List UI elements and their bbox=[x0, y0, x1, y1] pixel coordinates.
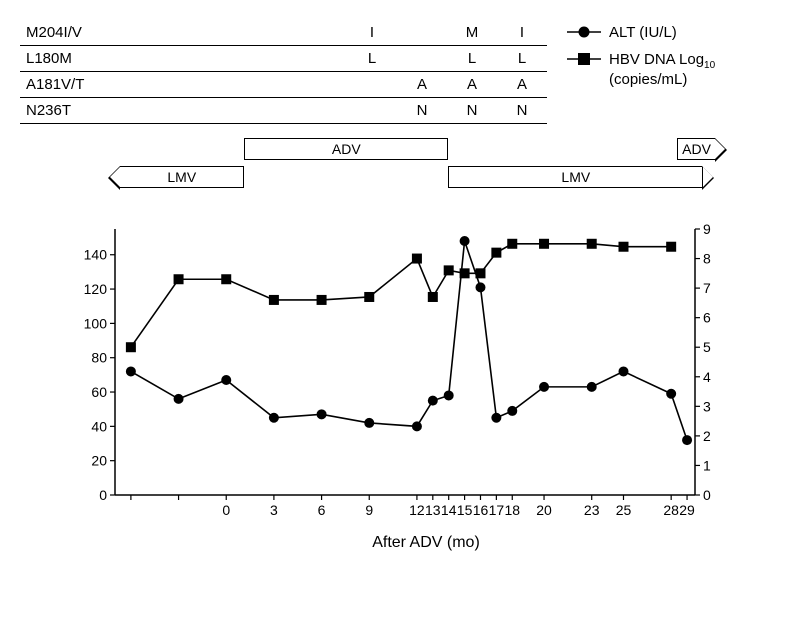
x-axis-label: After ADV (mo) bbox=[75, 534, 777, 552]
svg-text:100: 100 bbox=[84, 315, 108, 331]
svg-text:40: 40 bbox=[91, 418, 107, 434]
svg-text:23: 23 bbox=[584, 502, 600, 518]
mut-label: L180M bbox=[20, 46, 347, 72]
svg-text:25: 25 bbox=[616, 502, 632, 518]
svg-text:16: 16 bbox=[473, 502, 489, 518]
svg-text:6: 6 bbox=[703, 310, 711, 326]
svg-text:13: 13 bbox=[425, 502, 441, 518]
svg-text:140: 140 bbox=[84, 247, 108, 263]
svg-text:9: 9 bbox=[365, 502, 373, 518]
svg-text:28: 28 bbox=[663, 502, 679, 518]
table-row: N236T N N N bbox=[20, 98, 547, 124]
chart-legend: ALT (IU/L) HBV DNA Log10 (copies/mL) bbox=[567, 20, 777, 124]
mut-label: A181V/T bbox=[20, 72, 347, 98]
svg-text:0: 0 bbox=[703, 487, 711, 503]
svg-text:3: 3 bbox=[703, 398, 711, 414]
svg-text:15: 15 bbox=[457, 502, 473, 518]
mutation-table: M204I/V I M I L180M L L L A181V/T A A A bbox=[20, 20, 547, 124]
svg-text:1: 1 bbox=[703, 457, 711, 473]
svg-text:9: 9 bbox=[703, 221, 711, 237]
svg-text:0: 0 bbox=[222, 502, 230, 518]
table-row: M204I/V I M I bbox=[20, 20, 547, 46]
table-row: L180M L L L bbox=[20, 46, 547, 72]
table-row: A181V/T A A A bbox=[20, 72, 547, 98]
circle-marker-icon bbox=[567, 24, 601, 40]
legend-label: ALT (IU/L) bbox=[609, 24, 677, 41]
svg-text:120: 120 bbox=[84, 281, 108, 297]
timeline-bar: LMV bbox=[448, 166, 702, 188]
svg-text:17: 17 bbox=[489, 502, 505, 518]
svg-text:0: 0 bbox=[99, 487, 107, 503]
timeline-bar: ADV bbox=[244, 138, 448, 160]
timeline-bar: LMV bbox=[120, 166, 244, 188]
svg-text:20: 20 bbox=[91, 453, 107, 469]
alt-hbv-chart: 0204060801001201400123456789036912131415… bbox=[75, 217, 735, 527]
svg-text:3: 3 bbox=[270, 502, 278, 518]
treatment-timeline: ADVLMVLMVADV bbox=[108, 138, 727, 213]
svg-text:2: 2 bbox=[703, 428, 711, 444]
timeline-bar: ADV bbox=[677, 138, 714, 160]
svg-text:7: 7 bbox=[703, 280, 711, 296]
svg-text:14: 14 bbox=[441, 502, 457, 518]
square-marker-icon bbox=[567, 51, 601, 67]
mut-label: N236T bbox=[20, 98, 347, 124]
svg-text:20: 20 bbox=[536, 502, 552, 518]
svg-text:80: 80 bbox=[91, 350, 107, 366]
svg-text:4: 4 bbox=[703, 369, 711, 385]
svg-text:18: 18 bbox=[504, 502, 520, 518]
svg-text:12: 12 bbox=[409, 502, 425, 518]
svg-text:5: 5 bbox=[703, 339, 711, 355]
mut-label: M204I/V bbox=[20, 20, 347, 46]
svg-text:29: 29 bbox=[679, 502, 695, 518]
legend-label: HBV DNA Log10 (copies/mL) bbox=[609, 51, 715, 88]
svg-text:8: 8 bbox=[703, 251, 711, 267]
svg-text:6: 6 bbox=[318, 502, 326, 518]
svg-text:60: 60 bbox=[91, 384, 107, 400]
